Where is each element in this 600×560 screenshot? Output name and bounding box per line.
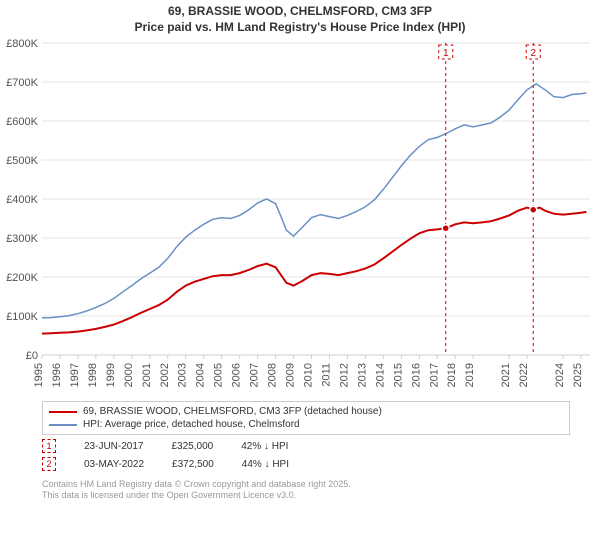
svg-text:2004: 2004 xyxy=(195,363,207,387)
svg-text:2000: 2000 xyxy=(123,363,135,387)
legend-label: HPI: Average price, detached house, Chel… xyxy=(83,419,300,430)
transaction-delta: 42% ↓ HPI xyxy=(241,441,288,452)
svg-text:1995: 1995 xyxy=(33,363,45,387)
svg-text:2009: 2009 xyxy=(285,363,297,387)
svg-text:2002: 2002 xyxy=(159,363,171,387)
svg-text:2003: 2003 xyxy=(177,363,189,387)
svg-text:2006: 2006 xyxy=(231,363,243,387)
svg-text:2010: 2010 xyxy=(303,363,315,387)
svg-text:£400K: £400K xyxy=(6,194,38,206)
svg-text:1: 1 xyxy=(443,48,449,59)
svg-text:1999: 1999 xyxy=(105,363,117,387)
chart-title: 69, BRASSIE WOOD, CHELMSFORD, CM3 3FP Pr… xyxy=(0,0,600,37)
svg-text:2016: 2016 xyxy=(410,363,422,387)
legend-swatch xyxy=(49,411,77,413)
svg-text:2014: 2014 xyxy=(374,363,386,387)
transaction-date: 23-JUN-2017 xyxy=(84,441,143,452)
svg-text:£300K: £300K xyxy=(6,233,38,245)
svg-text:£800K: £800K xyxy=(6,38,38,50)
svg-text:2001: 2001 xyxy=(141,363,153,387)
svg-text:2024: 2024 xyxy=(554,363,566,387)
transaction-price: £372,500 xyxy=(172,459,214,470)
svg-text:2012: 2012 xyxy=(338,363,350,387)
svg-text:2013: 2013 xyxy=(356,363,368,387)
title-line-2: Price paid vs. HM Land Registry's House … xyxy=(0,20,600,36)
svg-text:2007: 2007 xyxy=(249,363,261,387)
svg-text:2008: 2008 xyxy=(267,363,279,387)
title-line-1: 69, BRASSIE WOOD, CHELMSFORD, CM3 3FP xyxy=(0,4,600,20)
transaction-delta: 44% ↓ HPI xyxy=(242,459,289,470)
transactions-table: 1 23-JUN-2017 £325,000 42% ↓ HPI 2 03-MA… xyxy=(42,437,570,473)
svg-text:2015: 2015 xyxy=(392,363,404,387)
svg-text:2017: 2017 xyxy=(428,363,440,387)
table-row: 1 23-JUN-2017 £325,000 42% ↓ HPI xyxy=(42,437,570,455)
svg-text:2005: 2005 xyxy=(213,363,225,387)
svg-text:£700K: £700K xyxy=(6,77,38,89)
svg-text:2018: 2018 xyxy=(446,363,458,387)
chart-area: £0 £100K £200K £300K £400K £500K £600K £700K £80… xyxy=(0,37,600,397)
svg-text:£100K: £100K xyxy=(6,311,38,323)
svg-text:2019: 2019 xyxy=(464,363,476,387)
svg-text:2: 2 xyxy=(530,48,536,59)
legend-item: HPI: Average price, detached house, Chel… xyxy=(49,418,563,431)
svg-text:2011: 2011 xyxy=(320,363,332,387)
attribution: Contains HM Land Registry data © Crown c… xyxy=(42,479,570,502)
line-chart-svg: £0 £100K £200K £300K £400K £500K £600K £700K £80… xyxy=(0,37,600,397)
svg-text:£600K: £600K xyxy=(6,116,38,128)
legend: 69, BRASSIE WOOD, CHELMSFORD, CM3 3FP (d… xyxy=(42,401,570,435)
transaction-marker: 1 xyxy=(42,439,56,453)
transaction-date: 03-MAY-2022 xyxy=(84,459,144,470)
legend-item: 69, BRASSIE WOOD, CHELMSFORD, CM3 3FP (d… xyxy=(49,405,563,418)
svg-text:£200K: £200K xyxy=(6,272,38,284)
transaction-price: £325,000 xyxy=(171,441,213,452)
transaction-marker: 2 xyxy=(42,457,56,471)
svg-text:£500K: £500K xyxy=(6,155,38,167)
svg-text:1997: 1997 xyxy=(69,363,81,387)
svg-text:£0: £0 xyxy=(26,350,38,362)
legend-swatch xyxy=(49,424,77,426)
svg-text:2022: 2022 xyxy=(518,363,530,387)
svg-text:2021: 2021 xyxy=(500,363,512,387)
svg-text:2025: 2025 xyxy=(572,363,584,387)
table-row: 2 03-MAY-2022 £372,500 44% ↓ HPI xyxy=(42,455,570,473)
svg-text:1996: 1996 xyxy=(51,363,63,387)
legend-label: 69, BRASSIE WOOD, CHELMSFORD, CM3 3FP (d… xyxy=(83,406,382,417)
attribution-line-2: This data is licensed under the Open Gov… xyxy=(42,490,570,501)
svg-text:1998: 1998 xyxy=(87,363,99,387)
attribution-line-1: Contains HM Land Registry data © Crown c… xyxy=(42,479,570,490)
